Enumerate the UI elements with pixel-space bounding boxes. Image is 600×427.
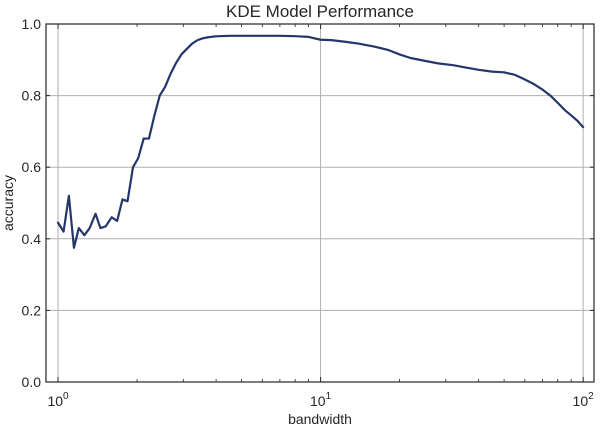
y-tick-label: 0.6 bbox=[22, 159, 42, 175]
x-tick-base: 10 bbox=[47, 393, 63, 409]
y-tick-label: 0.4 bbox=[22, 231, 42, 247]
y-tick-label: 1.0 bbox=[22, 16, 42, 32]
x-tick-base: 10 bbox=[573, 393, 589, 409]
x-tick-label: 100 bbox=[47, 391, 69, 409]
x-axis-ticks: 100 101 102 bbox=[45, 24, 595, 409]
y-tick-label: 0.2 bbox=[22, 302, 42, 318]
y-tick-label: 0.0 bbox=[22, 374, 42, 390]
x-tick-exponent: 0 bbox=[63, 391, 69, 402]
series-line bbox=[56, 34, 585, 249]
y-axis-label: accuracy bbox=[0, 175, 16, 231]
x-tick-exponent: 2 bbox=[588, 391, 594, 402]
x-axis-label: bandwidth bbox=[288, 411, 352, 427]
chart-title: KDE Model Performance bbox=[226, 2, 414, 21]
x-tick-label: 101 bbox=[310, 391, 332, 409]
series-layer bbox=[56, 34, 585, 249]
plot-frame bbox=[45, 23, 595, 383]
plot-area bbox=[45, 23, 595, 383]
x-tick-exponent: 1 bbox=[326, 391, 332, 402]
y-tick-label: 0.8 bbox=[22, 88, 42, 104]
y-axis-ticks: 0.0 0.2 0.4 0.6 0.8 1.0 bbox=[22, 16, 594, 390]
x-tick-label: 102 bbox=[573, 391, 595, 409]
x-tick-base: 10 bbox=[310, 393, 326, 409]
